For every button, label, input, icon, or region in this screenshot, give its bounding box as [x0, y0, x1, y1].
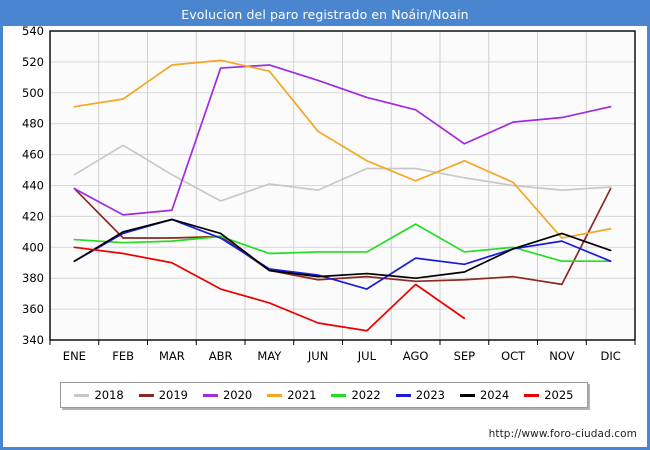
legend-label: 2019 [158, 388, 189, 402]
chart-legend: 2018 2019 2020 2021 2022 2023 2024 2025 [60, 382, 588, 408]
x-axis-tick-label: ABR [209, 349, 233, 363]
y-axis-tick-label: 400 [22, 240, 44, 254]
y-axis-tick-label: 440 [22, 179, 44, 193]
plot-frame [49, 30, 636, 341]
x-axis-tick-label: MAY [257, 349, 282, 363]
legend-label: 2020 [222, 388, 253, 402]
legend-item-2025[interactable]: 2025 [524, 388, 574, 402]
legend-item-2019[interactable]: 2019 [138, 388, 189, 402]
y-axis-tick-label: 380 [22, 271, 44, 285]
x-axis-tick-label: DIC [600, 349, 620, 363]
legend-label: 2021 [287, 388, 317, 402]
series-line-2018 [73, 144, 612, 202]
legend-item-2021[interactable]: 2021 [267, 388, 317, 402]
x-axis-tick-label: OCT [501, 349, 526, 363]
legend-label: 2022 [351, 388, 381, 402]
line-chart: 340 360 380 400 420 440 460 480 500 520 540 ENE FEB M… [22, 26, 636, 363]
legend-label: 2025 [544, 388, 574, 402]
chart-plot-area: 340 360 380 400 420 440 460 480 500 520 540 ENE FEB M… [3, 26, 647, 371]
y-axis-tick-label: 500 [22, 86, 44, 100]
legend-item-2024[interactable]: 2024 [459, 388, 510, 402]
legend-swatch-icon [459, 393, 475, 397]
legend-swatch-icon [202, 393, 218, 397]
y-axis-tick-label: 480 [22, 117, 44, 131]
y-axis-tick-label: 460 [22, 148, 44, 162]
x-axis-tick-label: MAR [159, 349, 185, 363]
y-axis-tick-label: 520 [22, 55, 44, 69]
series-line-2022 [73, 223, 612, 263]
y-axis-tick-label: 540 [22, 26, 44, 38]
series-line-2025 [73, 246, 466, 332]
legend-swatch-icon [331, 393, 347, 397]
x-axis-tick-label: SEP [454, 349, 476, 363]
x-axis-tick-label: NOV [549, 349, 574, 363]
legend-item-2022[interactable]: 2022 [331, 388, 381, 402]
legend-swatch-icon [524, 393, 540, 397]
legend-label: 2023 [415, 388, 446, 402]
x-axis-tick-label: JUL [357, 349, 377, 363]
legend-label: 2024 [479, 388, 510, 402]
x-axis-tick-label: ENE [63, 349, 86, 363]
series-line-2019 [73, 187, 612, 286]
legend-swatch-icon [395, 393, 411, 397]
source-url: http://www.foro-ciudad.com [488, 428, 637, 440]
page-title: Evolucion del paro registrado en Noáin/N… [181, 7, 469, 22]
legend-swatch-icon [138, 393, 154, 397]
legend-swatch-icon [267, 393, 283, 397]
legend-item-2020[interactable]: 2020 [202, 388, 253, 402]
y-axis-tick-label: 420 [22, 209, 44, 223]
series-line-2021 [73, 59, 612, 239]
x-axis-tick-label: JUN [307, 349, 328, 363]
y-axis-tick-label: 340 [22, 333, 44, 347]
legend-swatch-icon [74, 393, 90, 397]
y-axis-tick-label: 360 [22, 302, 44, 316]
x-axis-tick-label: AGO [403, 349, 429, 363]
series-line-2024 [73, 218, 612, 280]
legend-label: 2018 [94, 388, 124, 402]
x-axis-tick-label: FEB [112, 349, 134, 363]
legend-item-2023[interactable]: 2023 [395, 388, 446, 402]
window-title-bar: Evolucion del paro registrado en Noáin/N… [3, 3, 647, 26]
series-line-2020 [73, 64, 612, 216]
legend-item-2018[interactable]: 2018 [74, 388, 124, 402]
